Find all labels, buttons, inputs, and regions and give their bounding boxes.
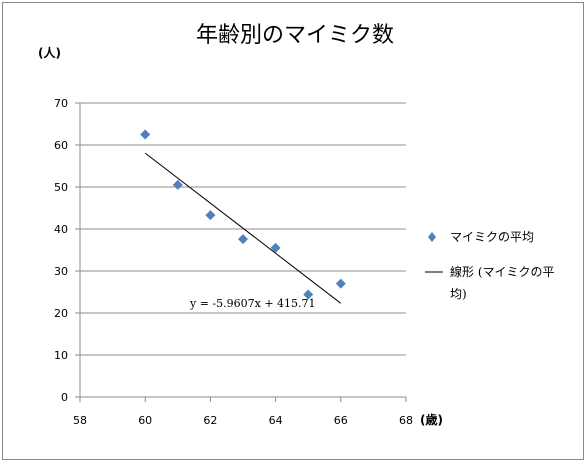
data-points — [140, 129, 346, 300]
y-axis-label: (人) — [38, 45, 61, 60]
x-tick-label: 68 — [399, 414, 413, 427]
x-tick-label: 60 — [138, 414, 152, 427]
data-point — [335, 278, 346, 289]
y-tick-label: 70 — [54, 97, 68, 110]
trendline-equation: y = -5.9607x + 415.71 — [189, 297, 316, 310]
legend-marker-icon — [428, 232, 436, 242]
data-point — [172, 179, 183, 190]
x-tick-label: 64 — [269, 414, 283, 427]
y-tick-label: 0 — [61, 391, 68, 404]
y-tick-label: 10 — [54, 349, 68, 362]
grid-lines — [80, 102, 406, 356]
data-point — [238, 234, 248, 245]
trendline-layer — [144, 152, 342, 304]
axes — [75, 102, 407, 402]
x-axis-label: (歳) — [420, 412, 443, 427]
data-point — [270, 242, 281, 253]
tick-labels: 0 10 20 30 40 50 60 70 58 60 62 64 66 68 — [54, 97, 413, 427]
y-tick-label: 20 — [54, 307, 68, 320]
chart-title: 年齢別のマイミク数 — [196, 23, 394, 48]
x-tick-label: 58 — [73, 414, 87, 427]
y-tick-label: 50 — [54, 181, 68, 194]
y-tick-label: 60 — [54, 139, 68, 152]
trendline — [144, 152, 342, 304]
y-tick-label: 40 — [54, 223, 68, 236]
legend-entry-trendline-line1: 線形 (マイミクの平 — [450, 264, 555, 279]
data-point — [303, 289, 314, 300]
legend-entry-series: マイミクの平均 — [450, 230, 534, 244]
x-tick-label: 62 — [203, 414, 217, 427]
legend: マイミクの平均 線形 (マイミクの平 均) — [425, 230, 555, 301]
y-tick-label: 30 — [54, 265, 68, 278]
data-point — [140, 129, 151, 140]
data-point — [205, 210, 216, 221]
x-tick-label: 66 — [334, 414, 348, 427]
chart-frame — [2, 2, 584, 460]
legend-entry-trendline-line2: 均) — [450, 287, 467, 301]
